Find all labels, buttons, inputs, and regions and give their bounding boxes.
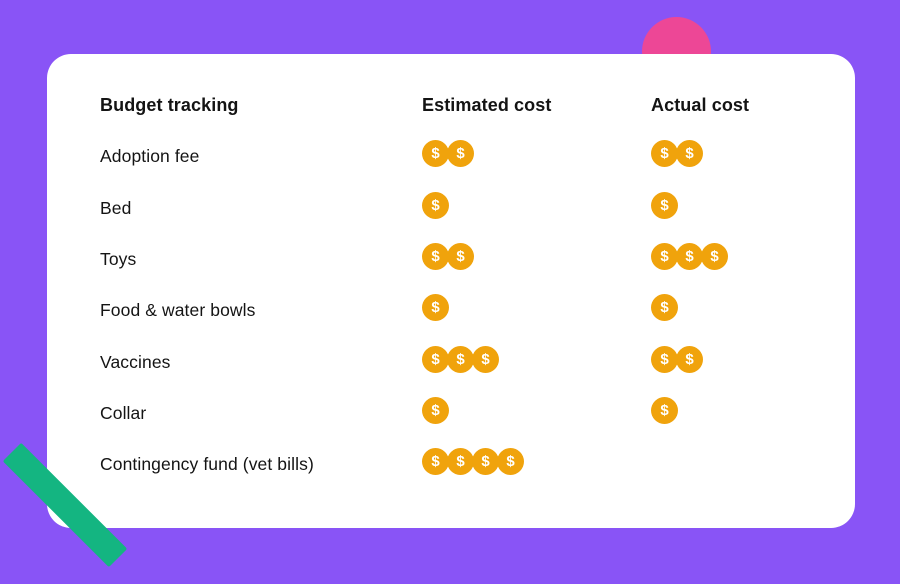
- table-row: Food & water bowls $ $: [100, 285, 839, 336]
- dollar-coin-icon: $: [422, 140, 449, 168]
- dollar-symbol: $: [431, 401, 440, 419]
- coin-group: $ $ $ $: [422, 448, 524, 476]
- dollar-symbol: $: [685, 350, 694, 368]
- budget-table: Budget tracking Estimated cost Actual co…: [100, 80, 839, 490]
- coin-group: $: [422, 396, 449, 424]
- table-row: Adoption fee $ $ $ $: [100, 131, 839, 182]
- dollar-coin-icon: $: [651, 294, 678, 322]
- coin-group: $ $ $: [422, 345, 499, 373]
- estimated-cost-coins: $ $: [422, 140, 651, 170]
- dollar-symbol: $: [431, 299, 440, 317]
- dollar-symbol: $: [456, 350, 465, 368]
- dollar-coin-icon: $: [447, 243, 474, 271]
- table-row: Collar $ $: [100, 388, 839, 439]
- dollar-coin-icon: $: [422, 345, 449, 373]
- row-label: Bed: [100, 197, 132, 218]
- coin-group: $: [651, 294, 678, 322]
- dollar-coin-icon: $: [422, 294, 449, 322]
- row-label: Food & water bowls: [100, 300, 256, 321]
- dollar-coin-icon: $: [422, 243, 449, 271]
- dollar-coin-icon: $: [651, 243, 678, 271]
- coin-group: $ $: [651, 345, 703, 373]
- coin-group: $ $: [651, 140, 703, 168]
- dollar-symbol: $: [456, 248, 465, 266]
- dollar-symbol: $: [660, 299, 669, 317]
- dollar-coin-icon: $: [676, 243, 703, 271]
- estimated-cost-coins: $ $ $ $: [422, 448, 651, 478]
- dollar-coin-icon: $: [676, 345, 703, 373]
- estimated-cost-coins: $: [422, 191, 651, 222]
- dollar-symbol: $: [481, 350, 490, 368]
- dollar-coin-icon: $: [422, 191, 449, 219]
- dollar-coin-icon: $: [472, 345, 499, 373]
- dollar-coin-icon: $: [651, 140, 678, 168]
- coin-group: $ $: [422, 140, 474, 168]
- dollar-symbol: $: [456, 453, 465, 471]
- row-label: Collar: [100, 402, 147, 423]
- dollar-coin-icon: $: [447, 140, 474, 168]
- dollar-coin-icon: $: [422, 448, 449, 476]
- estimated-cost-coins: $: [422, 396, 651, 427]
- table-row: Toys $ $ $ $ $: [100, 234, 839, 285]
- dollar-symbol: $: [506, 453, 515, 471]
- dollar-coin-icon: $: [701, 243, 728, 271]
- coin-group: $: [422, 191, 449, 219]
- actual-cost-coins: $: [651, 396, 839, 427]
- row-label: Toys: [100, 249, 137, 270]
- dollar-symbol: $: [685, 145, 694, 163]
- estimated-cost-coins: $: [422, 294, 651, 324]
- column-header-estimated-cost: Estimated cost: [422, 95, 552, 116]
- dollar-symbol: $: [431, 248, 440, 266]
- column-header-actual-cost: Actual cost: [651, 95, 750, 116]
- dollar-symbol: $: [431, 145, 440, 163]
- coin-group: $ $: [422, 243, 474, 271]
- dollar-symbol: $: [660, 145, 669, 163]
- coin-group: $ $ $: [651, 243, 728, 271]
- row-label: Contingency fund (vet bills): [100, 454, 314, 475]
- dollar-coin-icon: $: [676, 140, 703, 168]
- dollar-symbol: $: [431, 453, 440, 471]
- dollar-symbol: $: [431, 196, 440, 214]
- estimated-cost-coins: $ $: [422, 243, 651, 273]
- table-body: Adoption fee $ $ $ $ Bed $ $ Toys $ $ $ $ $ Food & wat…: [100, 131, 839, 490]
- dollar-coin-icon: $: [447, 345, 474, 373]
- dollar-symbol: $: [710, 248, 719, 266]
- row-label: Adoption fee: [100, 146, 200, 167]
- dollar-symbol: $: [431, 350, 440, 368]
- actual-cost-coins: $ $: [651, 140, 839, 170]
- dollar-coin-icon: $: [651, 345, 678, 373]
- actual-cost-coins: [651, 456, 839, 474]
- table-row: Bed $ $: [100, 183, 839, 234]
- table-row: Vaccines $ $ $ $ $: [100, 336, 839, 387]
- estimated-cost-coins: $ $ $: [422, 345, 651, 376]
- actual-cost-coins: $ $ $: [651, 243, 839, 273]
- dollar-symbol: $: [660, 350, 669, 368]
- table-row: Contingency fund (vet bills) $ $ $ $: [100, 439, 839, 490]
- table-header-row: Budget tracking Estimated cost Actual co…: [100, 80, 839, 131]
- dollar-symbol: $: [660, 401, 669, 419]
- actual-cost-coins: $: [651, 191, 839, 222]
- dollar-symbol: $: [456, 145, 465, 163]
- column-header-budget-tracking: Budget tracking: [100, 95, 239, 116]
- coin-group: $: [422, 294, 449, 322]
- coin-group: $: [651, 396, 678, 424]
- dollar-symbol: $: [660, 248, 669, 266]
- dollar-symbol: $: [481, 453, 490, 471]
- dollar-coin-icon: $: [472, 448, 499, 476]
- dollar-symbol: $: [685, 248, 694, 266]
- dollar-symbol: $: [660, 196, 669, 214]
- dollar-coin-icon: $: [651, 191, 678, 219]
- actual-cost-coins: $: [651, 294, 839, 324]
- dollar-coin-icon: $: [422, 396, 449, 424]
- budget-card: Budget tracking Estimated cost Actual co…: [47, 54, 855, 528]
- dollar-coin-icon: $: [651, 396, 678, 424]
- coin-group: $: [651, 191, 678, 219]
- dollar-coin-icon: $: [447, 448, 474, 476]
- row-label: Vaccines: [100, 351, 171, 372]
- actual-cost-coins: $ $: [651, 345, 839, 376]
- dollar-coin-icon: $: [497, 448, 524, 476]
